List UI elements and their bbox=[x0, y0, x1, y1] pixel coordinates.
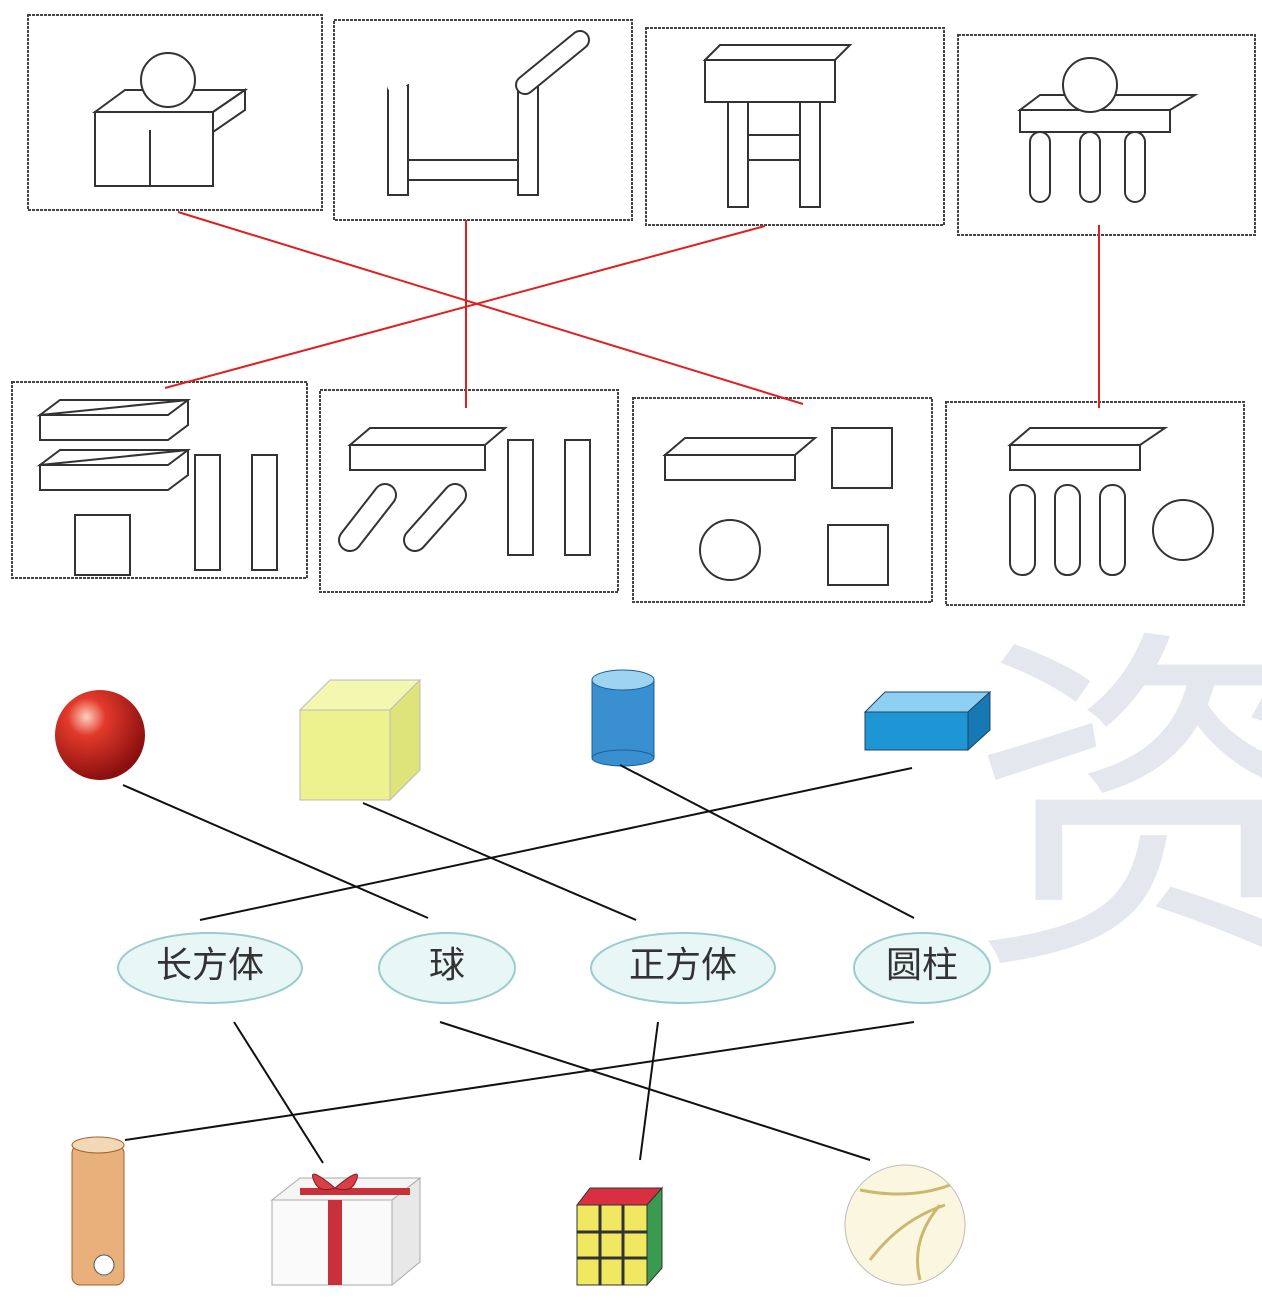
label: 球 bbox=[429, 945, 465, 986]
red-lines bbox=[164, 211, 1100, 408]
bottom-parts bbox=[11, 381, 1245, 606]
labels: 长方体 球 正方体 圆柱 bbox=[117, 932, 991, 1004]
watermark: 资 bbox=[970, 599, 1262, 1018]
label: 正方体 bbox=[629, 945, 737, 986]
black-lines bbox=[122, 764, 915, 1164]
label: 圆柱 bbox=[886, 945, 958, 986]
solids bbox=[55, 669, 992, 802]
top-models bbox=[27, 14, 1256, 236]
label: 长方体 bbox=[156, 945, 264, 986]
objects bbox=[71, 1136, 966, 1287]
